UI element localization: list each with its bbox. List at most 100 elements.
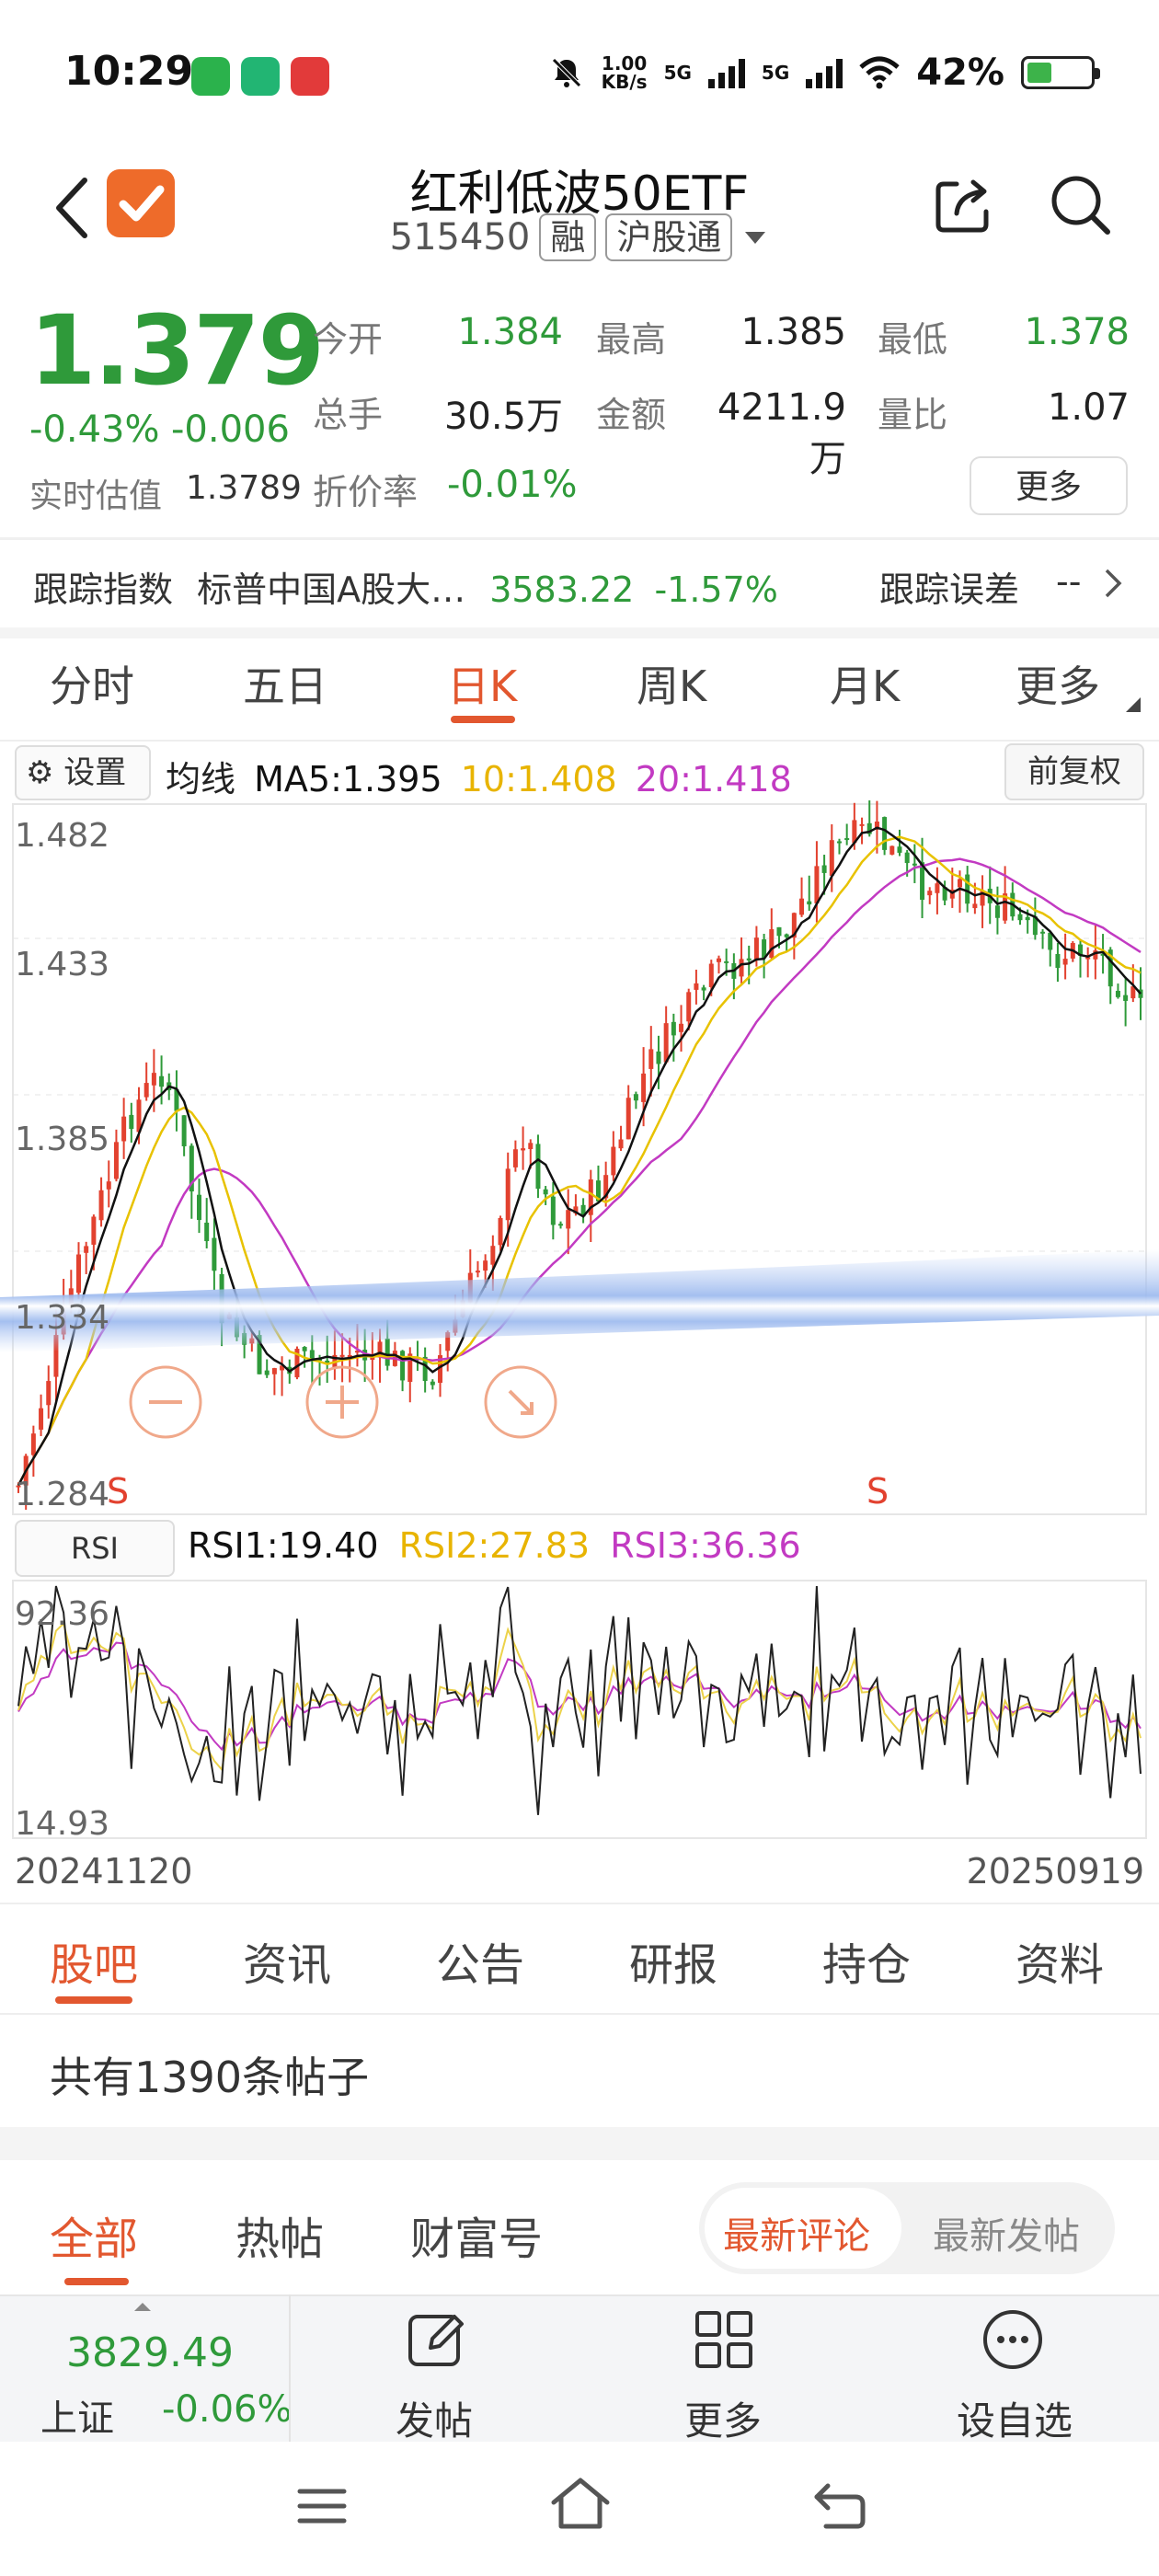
candle-body (1048, 932, 1053, 950)
more-button-label[interactable]: 更多 (684, 2398, 763, 2444)
battery-icon (1021, 56, 1100, 89)
zoom-in-button[interactable] (305, 1365, 379, 1439)
candle-body (113, 1142, 119, 1179)
network-speed: 1.00 KB/s (601, 52, 648, 93)
candle-body (566, 1210, 571, 1229)
amount-label: 金额 (596, 395, 667, 435)
tracking-index-change: -1.57% (654, 569, 778, 610)
candle-body (339, 1354, 345, 1357)
back-nav-icon[interactable] (809, 2477, 870, 2534)
candle-body (708, 963, 714, 987)
low-label: 最低 (878, 319, 948, 360)
candle-body (129, 1114, 134, 1130)
tracking-label: 跟踪指数 (33, 569, 174, 610)
candle-body (159, 1075, 165, 1087)
edit-post-icon[interactable] (405, 2307, 469, 2372)
candle-body (91, 1216, 97, 1245)
candle-body (1123, 995, 1129, 1001)
candle-body (84, 1246, 89, 1253)
candle-body (1115, 991, 1120, 997)
candle-body (716, 958, 721, 962)
tab-daily-k[interactable]: 日K (447, 661, 518, 711)
tracking-error-value: -- (1056, 561, 1082, 602)
candle-body (543, 1189, 548, 1195)
indicator-selector-button[interactable]: RSI (15, 1520, 175, 1577)
more-quote-button[interactable]: 更多 (970, 456, 1128, 515)
ma-label: 均线 (166, 759, 236, 799)
candle-body (204, 1222, 210, 1242)
estimate-label: 实时估值 (29, 477, 163, 515)
candle-body (957, 879, 962, 888)
tracking-index-row[interactable]: 跟踪指数 标普中国A股大… 3583.22 -1.57% 跟踪误差 -- (33, 561, 1128, 612)
home-icon[interactable] (548, 2475, 613, 2534)
sort-latest-post[interactable]: 最新发帖 (933, 2215, 1080, 2258)
adjust-mode-button[interactable]: 前复权 (1004, 743, 1144, 800)
candle-body (1077, 944, 1083, 956)
candle-body (618, 1139, 624, 1149)
tracking-index-value: 3583.22 (489, 569, 635, 610)
ma-legend: 均线 MA5:1.395 10:1.408 20:1.418 (166, 751, 792, 801)
candle-body (1032, 916, 1038, 936)
active-filter-indicator (64, 2278, 129, 2285)
share-icon[interactable] (929, 171, 997, 239)
candle-body (784, 934, 789, 937)
tab-news[interactable]: 资讯 (243, 1939, 332, 1991)
filter-tab-all[interactable]: 全部 (50, 2214, 139, 2265)
candle-body (595, 1180, 601, 1202)
filter-tab-wealth[interactable]: 财富号 (410, 2214, 544, 2265)
candle-body (1003, 893, 1008, 921)
candle-body (603, 1175, 609, 1199)
candle-body (807, 901, 812, 905)
candle-body (483, 1260, 488, 1271)
open-value: 1.384 (457, 311, 563, 353)
grid-more-icon[interactable] (692, 2307, 756, 2372)
shanghai-index-value[interactable]: 3829.49 (66, 2329, 234, 2376)
tab-weekly-k[interactable]: 周K (637, 661, 707, 711)
ma10-line (17, 835, 1142, 1487)
tab-intraday[interactable]: 分时 (50, 661, 134, 711)
candle-body (422, 1356, 428, 1382)
candle-body (445, 1332, 451, 1351)
candle-body (972, 903, 978, 909)
filter-tab-hot[interactable]: 热帖 (235, 2214, 325, 2265)
back-arrow-icon[interactable] (44, 171, 109, 245)
kline-chart[interactable]: 1.482 1.433 1.385 1.334 1.284 S S (0, 800, 1159, 1518)
tab-monthly-k[interactable]: 月K (830, 661, 901, 711)
tab-holdings[interactable]: 持仓 (822, 1939, 912, 1991)
rsi-chart[interactable]: 92.36 14.93 (0, 1575, 1159, 1851)
candle-body (384, 1338, 390, 1366)
candle-body (53, 1335, 59, 1377)
tab-research[interactable]: 研报 (629, 1939, 718, 1991)
tab-forum[interactable]: 股吧 (50, 1939, 139, 1991)
sort-latest-comment[interactable]: 最新评论 (723, 2215, 870, 2258)
candle-body (814, 866, 820, 903)
search-icon[interactable] (1047, 171, 1115, 239)
more-dots-icon[interactable] (981, 2307, 1045, 2372)
ma20-value: 20:1.418 (635, 759, 792, 799)
tab-announcements[interactable]: 公告 (436, 1939, 525, 1991)
shanghai-index-name: 上证 (40, 2398, 114, 2440)
rsi-y-tick: 92.36 (15, 1595, 109, 1633)
candle-body (558, 1224, 564, 1226)
candle-body (430, 1381, 435, 1386)
candle-body (1040, 931, 1046, 934)
candle-body (1130, 986, 1136, 999)
add-watchlist-label[interactable]: 设自选 (957, 2398, 1073, 2444)
tab-more[interactable]: 更多 (1016, 661, 1100, 711)
candle-body (791, 913, 797, 938)
zoom-out-button[interactable] (129, 1365, 202, 1439)
candle-body (1107, 949, 1113, 987)
margin-tag: 融 (539, 213, 597, 261)
candle-body (1085, 957, 1091, 960)
estimate-value: 1.3789 (186, 469, 302, 507)
tab-profile[interactable]: 资料 (1016, 1939, 1105, 1991)
fullscreen-button[interactable] (484, 1365, 557, 1439)
menu-icon[interactable] (294, 2478, 350, 2534)
chart-settings-button[interactable]: ⚙ 设置 (15, 745, 151, 800)
candle-body (679, 1023, 684, 1032)
candle-body (475, 1271, 480, 1273)
dropdown-triangle-icon[interactable] (741, 224, 769, 251)
tab-five-day[interactable]: 五日 (243, 661, 327, 711)
post-button-label[interactable]: 发帖 (396, 2398, 474, 2444)
candle-body (257, 1335, 262, 1374)
